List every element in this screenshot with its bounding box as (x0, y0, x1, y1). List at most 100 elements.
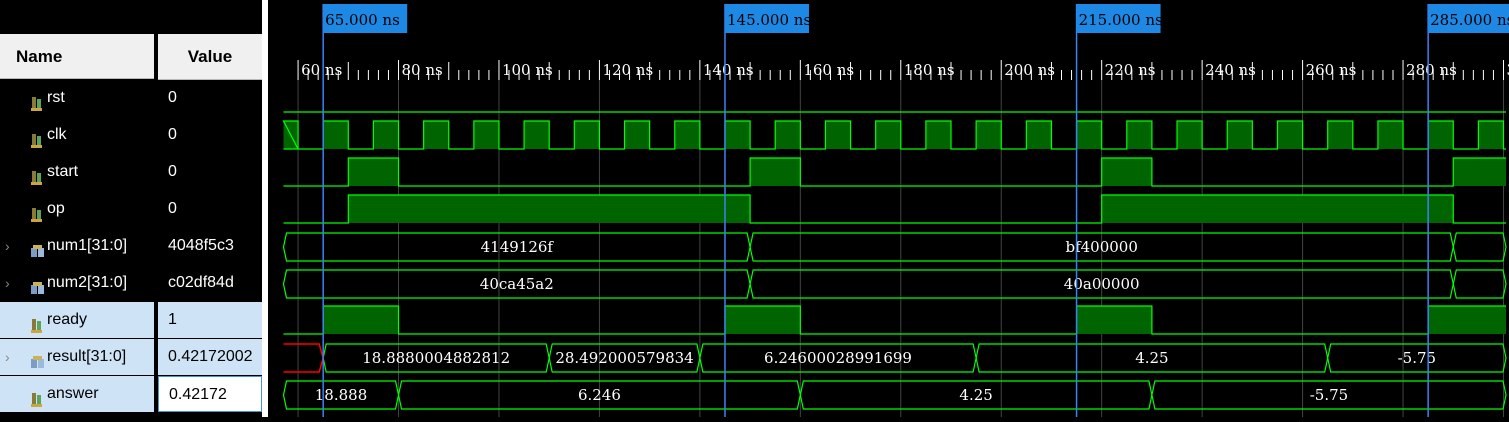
clk-high-fill (1277, 121, 1303, 149)
result-bus-value: 4.25 (1135, 349, 1168, 367)
bit-signal-icon (30, 386, 44, 407)
result-undefined-segment (283, 343, 324, 373)
clk-high-fill (473, 121, 499, 149)
ready-wave (283, 305, 1506, 335)
signal-name-label: num1[31:0] (47, 237, 128, 254)
clk-high-fill (976, 121, 1002, 149)
result-bus-value: 6.24600028991699 (764, 349, 912, 367)
signal-row-result[interactable]: › result[31:0] (0, 339, 154, 375)
time-cursor-label: 145.000 ns (727, 11, 811, 29)
start-high-fill (348, 158, 399, 186)
start-wave (283, 157, 1506, 187)
name-column: Name rst clk start op › num1[31:0] › num2[31:0]… (0, 0, 154, 417)
bit-signal-icon (30, 312, 44, 333)
time-tick-label: 220 ns (1105, 61, 1156, 79)
time-cursor-marker[interactable] (724, 4, 809, 33)
clk-high-fill (1227, 121, 1253, 149)
signal-value[interactable]: c02df84d (168, 274, 234, 291)
clk-high-fill (775, 121, 801, 149)
time-cursor-label: 215.000 ns (1079, 11, 1163, 29)
time-tick-label: 300 (1506, 61, 1509, 79)
clk-high-fill (875, 121, 901, 149)
signal-name-label: rst (47, 89, 65, 106)
signal-row-start[interactable]: start (0, 154, 154, 190)
clk-high-fill (825, 121, 851, 149)
expand-chevron-icon[interactable]: › (5, 349, 10, 365)
ready-high-fill (1076, 306, 1152, 334)
answer-bus-value: 6.246 (578, 386, 621, 404)
signal-name-label: answer (47, 385, 99, 402)
pane-divider[interactable] (262, 0, 268, 417)
answer-bus-segment (1151, 380, 1507, 410)
time-tick-label: 60 ns (301, 61, 342, 79)
signal-value[interactable]: 0 (168, 126, 177, 143)
waveform-panel[interactable]: 60 ns 80 ns 100 ns 120 ns 140 ns 160 ns 180 ns… (268, 0, 1509, 417)
signal-row-answer[interactable]: answer (0, 376, 154, 412)
num1-bus-value: bf400000 (1065, 238, 1137, 256)
start-high-fill (1453, 158, 1506, 186)
signal-value[interactable]: 0 (168, 89, 177, 106)
signal-name-label: clk (47, 126, 67, 143)
clk-high-fill (925, 121, 952, 149)
bit-signal-icon (30, 90, 44, 111)
time-cursor-label: 285.000 ns (1430, 11, 1509, 29)
num2-bus-value: 40a00000 (1064, 275, 1140, 293)
signal-row-num2[interactable]: › num2[31:0] (0, 265, 154, 301)
clk-high-fill (574, 121, 600, 149)
signal-value[interactable]: 0 (168, 163, 177, 180)
time-cursor-label: 65.000 ns (325, 11, 400, 29)
clk-high-fill (674, 121, 700, 149)
expand-chevron-icon[interactable]: › (5, 275, 10, 291)
clk-wave (282, 120, 1506, 150)
signal-value[interactable]: 0 (168, 200, 177, 217)
op-wave (283, 194, 1506, 224)
value-column: Value 0 0 0 0 4048f5c3 c02df84d 1 0.42172002 0.4… (158, 0, 262, 417)
clk-high-fill (1377, 121, 1404, 149)
bus-signal-icon (30, 349, 44, 368)
signal-row-num1[interactable]: › num1[31:0] (0, 228, 154, 264)
bus-signal-icon (30, 238, 44, 257)
signal-row-ready[interactable]: ready (0, 302, 154, 338)
time-tick-label: 240 ns (1205, 61, 1256, 79)
result-bus-value: 28.492000579834 (555, 349, 693, 367)
answer-bus-value: 18.888 (315, 386, 368, 404)
time-cursor-marker[interactable] (1428, 4, 1509, 33)
answer-bus-value: 4.25 (959, 386, 992, 404)
clk-high-fill (1126, 121, 1152, 149)
signal-name-label: ready (47, 311, 88, 328)
time-cursor-marker[interactable] (323, 4, 408, 33)
time-tick-label: 120 ns (602, 61, 653, 79)
name-column-header[interactable]: Name (0, 34, 154, 79)
num1-bus-segment (1452, 232, 1507, 262)
signal-value[interactable]: 1 (158, 302, 262, 338)
clk-high-fill (1478, 121, 1504, 149)
signal-value[interactable]: 0.42172 (158, 376, 262, 412)
num2-bus-value: 40ca45a2 (480, 275, 554, 293)
clk-high-fill (1177, 121, 1203, 149)
clk-high-fill (724, 121, 751, 149)
time-cursor-marker[interactable] (1076, 4, 1161, 33)
signal-value[interactable]: 0.42172002 (158, 339, 262, 375)
signal-row-clk[interactable]: clk (0, 117, 154, 153)
clk-high-fill (524, 121, 550, 149)
time-tick-label: 160 ns (803, 61, 854, 79)
time-tick-label: 80 ns (402, 61, 443, 79)
time-tick-label: 180 ns (904, 61, 955, 79)
time-tick-label: 140 ns (703, 61, 754, 79)
signal-row-op[interactable]: op (0, 191, 154, 227)
clk-high-fill (1076, 121, 1102, 149)
signal-value[interactable]: 4048f5c3 (168, 237, 234, 254)
clk-high-fill (323, 121, 349, 149)
signal-name-label: op (47, 200, 65, 217)
clk-high-fill (624, 121, 650, 149)
signal-row-rst[interactable]: rst (0, 80, 154, 116)
bit-signal-icon (30, 164, 44, 185)
signal-name-label: start (47, 163, 79, 180)
clk-high-fill (1428, 121, 1454, 149)
answer-bus-value: -5.75 (1310, 386, 1348, 404)
start-high-fill (1101, 158, 1152, 186)
op-high-fill (348, 195, 751, 223)
value-column-header[interactable]: Value (158, 34, 262, 80)
time-tick-label: 280 ns (1406, 61, 1457, 79)
expand-chevron-icon[interactable]: › (5, 238, 10, 254)
